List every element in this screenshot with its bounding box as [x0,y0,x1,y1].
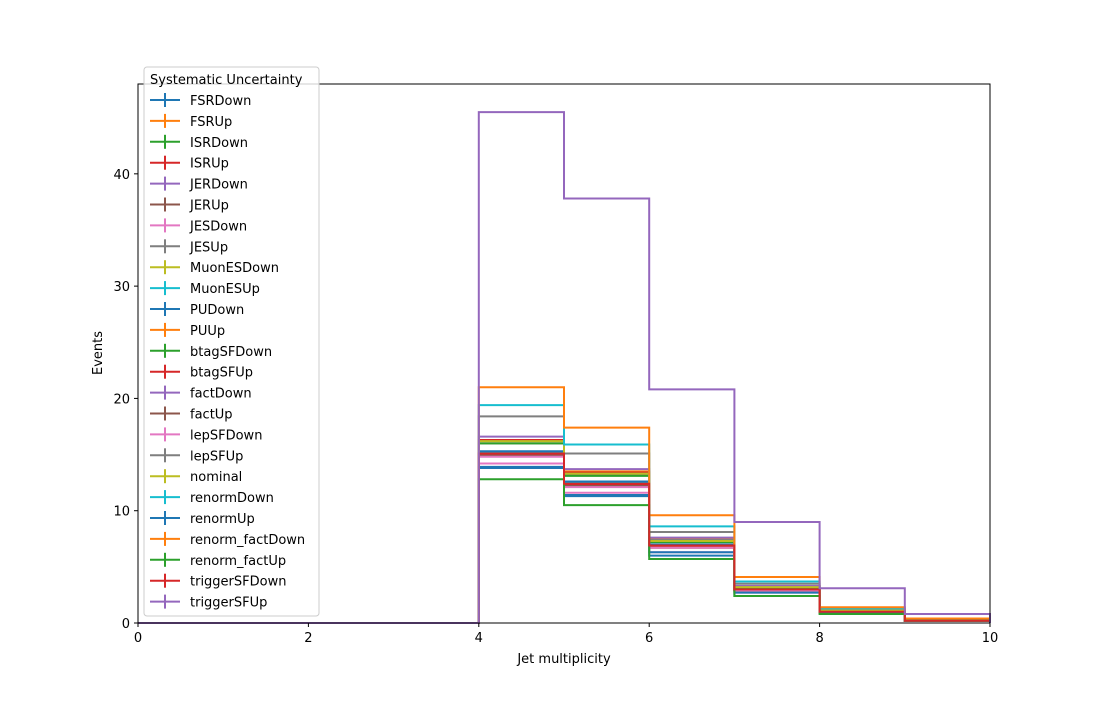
legend-entry: JESUp [150,239,228,255]
legend-entry: JESDown [150,218,247,234]
legend-entry: nominal [150,469,242,485]
legend-entry: factUp [150,406,233,423]
legend-entry: FSRDown [150,93,251,109]
y-tick-label: 30 [113,280,130,295]
legend-label: triggerSFUp [190,596,267,611]
legend-label: btagSFDown [190,345,272,360]
legend-label: renorm_factUp [190,554,286,569]
legend-label: FSRDown [190,94,251,109]
legend-title: Systematic Uncertainty [150,73,303,88]
legend-label: btagSFUp [190,366,253,381]
legend-label: PUUp [190,324,225,339]
legend-entry: renormDown [150,490,274,506]
legend-label: lepSFDown [190,428,262,443]
legend-entry: FSRUp [150,113,232,130]
legend-label: renorm_factDown [190,533,305,548]
y-tick-label: 0 [122,617,130,632]
x-tick-label: 6 [645,631,653,646]
x-tick-label: 4 [475,631,483,646]
legend-entry: PUUp [150,322,225,339]
x-tick-label: 8 [815,631,823,646]
plot-frame [137,83,991,624]
legend: Systematic Uncertainty FSRDown FSRUp ISRDo… [143,66,320,617]
legend-label: factDown [190,387,252,402]
legend-label: PUDown [190,303,244,318]
legend-entry: JERDown [150,176,248,193]
legend-label: lepSFUp [190,449,243,464]
legend-label: renormUp [190,512,255,527]
legend-label: ISRUp [190,157,229,172]
legend-entry: MuonESDown [150,260,279,276]
legend-entry: btagSFUp [150,364,253,381]
x-axis-label: Jet multiplicity [516,652,611,667]
legend-entry: ISRUp [150,155,229,172]
legend-label: triggerSFDown [190,575,286,590]
legend-label: ISRDown [190,136,248,151]
legend-label: FSRUp [190,115,232,130]
y-tick-label: 40 [113,168,130,183]
legend-entry: lepSFUp [150,448,243,464]
legend-label: JERDown [189,178,248,193]
x-tick-label: 0 [134,631,142,646]
legend-label: MuonESDown [190,261,279,276]
legend-entry: renormUp [150,511,255,527]
legend-label: renormDown [190,491,274,506]
y-axis-label: Events [91,331,106,375]
legend-entry: triggerSFUp [150,594,267,611]
legend-entry: JERUp [150,197,229,214]
legend-entry: btagSFDown [150,343,272,360]
legend-entry: MuonESUp [150,281,260,297]
y-tick-label: 20 [113,392,130,407]
legend-entry: ISRDown [150,134,248,151]
x-tick-label: 10 [982,631,999,646]
legend-label: JESDown [189,219,247,234]
legend-label: factUp [190,408,233,423]
x-tick-label: 2 [304,631,312,646]
legend-entry: triggerSFDown [150,573,286,590]
legend-entry: factDown [150,385,252,402]
y-tick-label: 10 [113,505,130,520]
legend-box [143,66,320,617]
legend-entry: PUDown [150,302,244,318]
legend-label: nominal [190,470,242,485]
axis-layer: 0 2 4 6 8 10 0 10 20 30 40 [113,168,998,646]
legend-label: MuonESUp [190,282,260,297]
legend-label: JESUp [189,240,228,255]
legend-entry: renorm_factDown [150,531,305,548]
legend-entry: lepSFDown [150,427,262,443]
legend-entry: renorm_factUp [150,552,286,569]
legend-label: JERUp [189,199,229,214]
legend-items: FSRDown FSRUp ISRDown ISRUp JERDown JERUp JESD… [150,93,305,611]
